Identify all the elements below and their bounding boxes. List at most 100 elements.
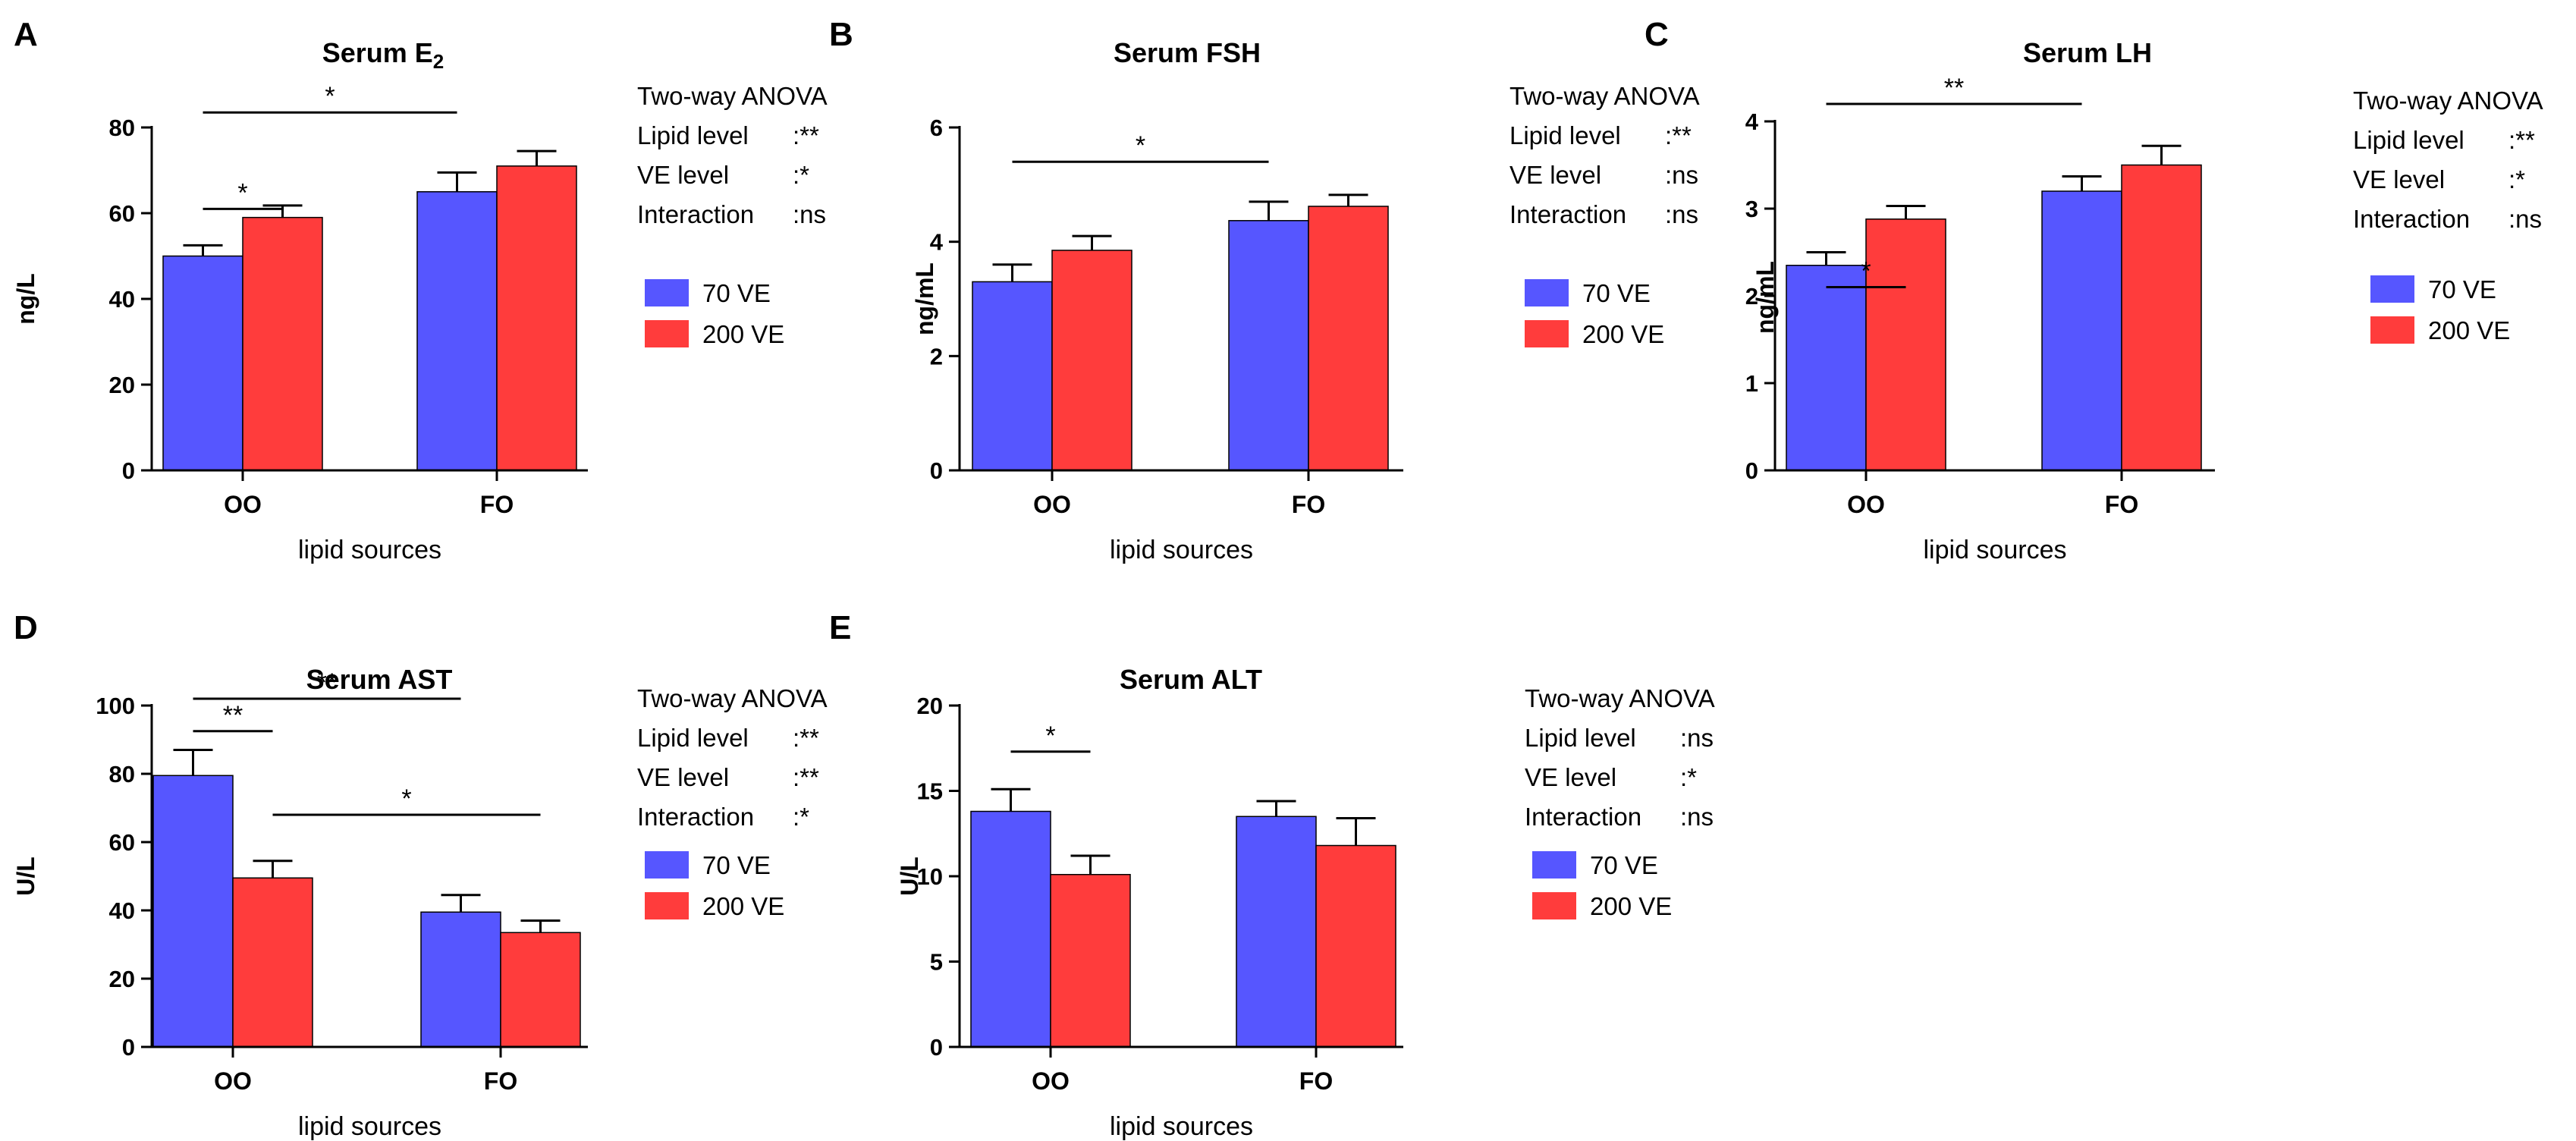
anova-row-value: :ns xyxy=(1665,161,1698,189)
y-axis-label: ng/L xyxy=(12,273,39,325)
anova-row-label: VE level xyxy=(637,161,729,189)
anova-title: Two-way ANOVA xyxy=(1509,82,1700,110)
panel-B: B Serum FSH ng/mL 0 2 4 6 OO FO lipid sources * Two… xyxy=(829,16,1700,564)
y-tick-label: 6 xyxy=(930,115,943,141)
y-tick-label: 0 xyxy=(930,1034,943,1061)
bar xyxy=(420,911,501,1048)
legend-swatch xyxy=(645,279,689,306)
anova-row-value: :* xyxy=(1680,763,1697,791)
y-tick-label: 0 xyxy=(930,457,943,484)
bar xyxy=(1051,250,1132,471)
bar xyxy=(1865,218,1946,471)
bar xyxy=(1308,206,1389,471)
y-tick-label: 0 xyxy=(1745,457,1758,484)
anova-row-label: VE level xyxy=(1509,161,1601,189)
legend-swatch xyxy=(1532,851,1576,879)
y-tick-label: 60 xyxy=(109,829,135,856)
bar xyxy=(416,191,498,471)
legend-swatch xyxy=(645,892,689,919)
bar xyxy=(2121,164,2202,471)
legend-label: 70 VE xyxy=(702,279,771,307)
anova-row-label: Interaction xyxy=(1509,200,1626,228)
anova-row-label: Lipid level xyxy=(637,121,749,149)
panel-label: E xyxy=(829,609,851,646)
anova-row-label: VE level xyxy=(2353,165,2445,193)
panel-A: A Serum E2 ng/L 0 20 40 60 80 OO FO lipid sources *… xyxy=(12,16,828,564)
y-tick-label: 100 xyxy=(96,693,135,719)
anova-title: Two-way ANOVA xyxy=(2353,86,2543,115)
x-tick-label: FO xyxy=(480,491,514,518)
anova-row-label: Interaction xyxy=(1525,803,1641,831)
anova-row-value: :ns xyxy=(793,200,826,228)
bar xyxy=(972,281,1053,471)
y-tick-label: 5 xyxy=(930,949,943,976)
x-tick-label: FO xyxy=(1299,1067,1333,1095)
x-tick-label: FO xyxy=(1292,491,1325,518)
y-tick-label: 2 xyxy=(930,343,943,369)
legend-label: 70 VE xyxy=(2428,275,2496,303)
panel-D: D Serum AST U/L 0 20 40 60 80 100 OO FO lipid sourc… xyxy=(12,609,828,1141)
y-tick-label: 15 xyxy=(917,778,943,805)
y-tick-label: 20 xyxy=(917,693,943,719)
anova-row-value: :** xyxy=(793,121,819,149)
significance-label: ** xyxy=(1944,74,1964,102)
anova-row-label: Lipid level xyxy=(637,724,749,752)
x-axis-label: lipid sources xyxy=(1110,536,1253,564)
legend-label: 70 VE xyxy=(702,851,771,879)
chart-title: Serum AST xyxy=(306,664,453,695)
x-tick-label: FO xyxy=(2105,491,2138,518)
x-tick-label: OO xyxy=(1032,1067,1070,1095)
anova-title: Two-way ANOVA xyxy=(1525,684,1715,712)
bar xyxy=(232,877,313,1048)
x-axis-label: lipid sources xyxy=(1924,536,2067,564)
y-tick-label: 10 xyxy=(917,863,943,890)
x-axis-label: lipid sources xyxy=(1110,1112,1253,1141)
anova-row-label: VE level xyxy=(1525,763,1616,791)
legend-label: 200 VE xyxy=(702,892,784,920)
anova-row-label: Lipid level xyxy=(2353,126,2464,154)
anova-row-value: :* xyxy=(793,161,809,189)
panel-label: D xyxy=(14,609,38,646)
legend-label: 200 VE xyxy=(702,320,784,348)
anova-row-value: :* xyxy=(793,803,809,831)
x-tick-label: OO xyxy=(224,491,262,518)
significance-label: * xyxy=(1136,131,1145,160)
y-tick-label: 4 xyxy=(930,229,944,256)
y-tick-label: 2 xyxy=(1745,283,1758,310)
bar xyxy=(152,775,234,1048)
anova-row-value: :ns xyxy=(1680,803,1714,831)
bar xyxy=(970,810,1051,1048)
legend-swatch xyxy=(1525,279,1569,306)
y-axis-label: U/L xyxy=(12,857,39,896)
anova-row-value: :** xyxy=(2508,126,2535,154)
anova-row-label: Interaction xyxy=(637,200,754,228)
significance-label: * xyxy=(1045,721,1055,750)
anova-row-value: :** xyxy=(793,763,819,791)
panel-label: C xyxy=(1645,16,1669,53)
bar xyxy=(162,255,243,471)
significance-label: ** xyxy=(317,668,337,697)
bar xyxy=(1228,220,1309,471)
bar xyxy=(242,216,323,471)
y-axis-label: U/L xyxy=(896,857,923,896)
significance-label: * xyxy=(401,784,411,813)
legend-label: 200 VE xyxy=(2428,316,2510,344)
anova-row-label: VE level xyxy=(637,763,729,791)
anova-row-label: Lipid level xyxy=(1525,724,1636,752)
anova-row-value: :ns xyxy=(1680,724,1714,752)
y-tick-label: 80 xyxy=(109,115,135,141)
panel-label: A xyxy=(14,16,38,53)
x-tick-label: OO xyxy=(214,1067,252,1095)
legend-swatch xyxy=(2370,316,2414,344)
significance-label: * xyxy=(1861,257,1871,286)
y-tick-label: 40 xyxy=(109,286,135,313)
panel-label: B xyxy=(829,16,853,53)
legend-swatch xyxy=(645,320,689,347)
x-tick-label: FO xyxy=(484,1067,517,1095)
legend-label: 200 VE xyxy=(1590,892,1672,920)
y-tick-label: 4 xyxy=(1745,108,1759,135)
y-axis-label: ng/mL xyxy=(911,262,938,335)
y-tick-label: 60 xyxy=(109,200,135,227)
